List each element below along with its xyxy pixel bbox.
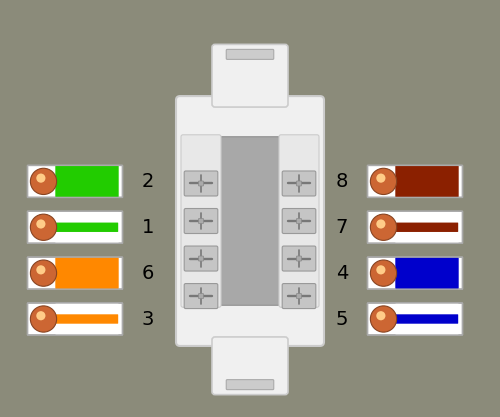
Circle shape: [376, 173, 386, 183]
FancyBboxPatch shape: [368, 303, 462, 335]
FancyBboxPatch shape: [28, 166, 122, 197]
FancyBboxPatch shape: [184, 171, 218, 196]
Circle shape: [376, 219, 386, 229]
FancyBboxPatch shape: [184, 208, 218, 234]
Text: 5: 5: [336, 309, 348, 329]
FancyBboxPatch shape: [282, 171, 316, 196]
FancyBboxPatch shape: [226, 49, 274, 59]
Circle shape: [370, 306, 396, 332]
FancyBboxPatch shape: [396, 223, 458, 232]
Circle shape: [30, 260, 56, 286]
Circle shape: [30, 168, 56, 194]
FancyBboxPatch shape: [368, 257, 462, 289]
FancyBboxPatch shape: [176, 96, 324, 346]
FancyBboxPatch shape: [282, 246, 316, 271]
FancyBboxPatch shape: [226, 379, 274, 389]
FancyBboxPatch shape: [396, 166, 458, 197]
FancyBboxPatch shape: [56, 314, 118, 324]
FancyBboxPatch shape: [282, 208, 316, 234]
FancyBboxPatch shape: [198, 219, 203, 224]
FancyBboxPatch shape: [28, 303, 122, 335]
Text: 1: 1: [142, 218, 154, 237]
FancyBboxPatch shape: [181, 135, 221, 307]
Text: 4: 4: [336, 264, 348, 283]
FancyBboxPatch shape: [56, 303, 118, 335]
FancyBboxPatch shape: [198, 256, 203, 261]
Circle shape: [30, 214, 56, 240]
FancyBboxPatch shape: [396, 257, 458, 289]
FancyBboxPatch shape: [396, 303, 458, 335]
Text: 6: 6: [142, 264, 154, 283]
FancyBboxPatch shape: [212, 337, 288, 394]
Text: 3: 3: [142, 309, 154, 329]
FancyBboxPatch shape: [56, 166, 118, 197]
Circle shape: [36, 311, 46, 320]
FancyBboxPatch shape: [198, 294, 203, 299]
Circle shape: [36, 173, 46, 183]
FancyBboxPatch shape: [296, 219, 302, 224]
FancyBboxPatch shape: [368, 166, 462, 197]
FancyBboxPatch shape: [396, 211, 458, 243]
Circle shape: [376, 265, 386, 274]
Circle shape: [370, 214, 396, 240]
FancyBboxPatch shape: [396, 314, 458, 324]
Circle shape: [370, 168, 396, 194]
FancyBboxPatch shape: [296, 181, 302, 186]
Text: 2: 2: [142, 172, 154, 191]
FancyBboxPatch shape: [212, 44, 288, 107]
FancyBboxPatch shape: [368, 211, 462, 243]
Circle shape: [30, 306, 56, 332]
FancyBboxPatch shape: [56, 223, 118, 232]
Circle shape: [36, 219, 46, 229]
FancyBboxPatch shape: [184, 284, 218, 309]
Circle shape: [370, 260, 396, 286]
FancyBboxPatch shape: [279, 135, 319, 307]
FancyBboxPatch shape: [184, 246, 218, 271]
FancyBboxPatch shape: [198, 181, 203, 186]
Text: 8: 8: [336, 172, 348, 191]
Circle shape: [376, 311, 386, 320]
FancyBboxPatch shape: [282, 284, 316, 309]
FancyBboxPatch shape: [296, 256, 302, 261]
FancyBboxPatch shape: [56, 257, 118, 289]
FancyBboxPatch shape: [56, 211, 118, 243]
Text: 7: 7: [336, 218, 348, 237]
FancyBboxPatch shape: [220, 137, 280, 305]
Circle shape: [36, 265, 46, 274]
FancyBboxPatch shape: [28, 211, 122, 243]
FancyBboxPatch shape: [28, 257, 122, 289]
FancyBboxPatch shape: [296, 294, 302, 299]
